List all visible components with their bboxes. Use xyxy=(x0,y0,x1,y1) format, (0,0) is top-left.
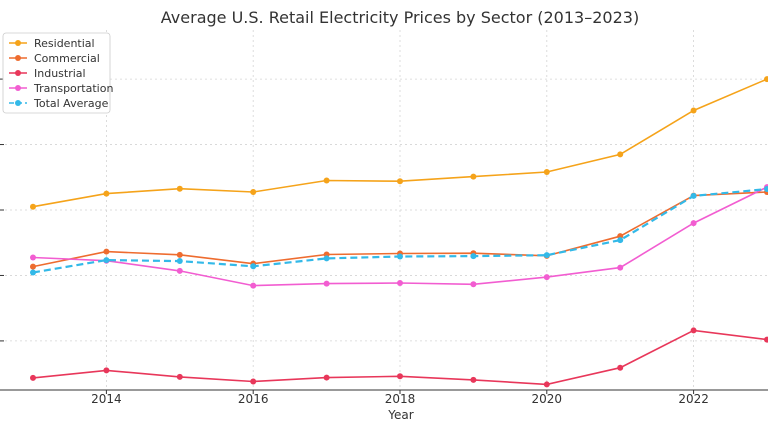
x-tick-label: 2018 xyxy=(385,392,416,406)
x-axis-ticks: 2014 2016 2018 2020 2022 xyxy=(91,390,709,406)
data-point xyxy=(103,257,110,264)
legend-entry-label: Total Average xyxy=(33,97,109,110)
data-point xyxy=(617,237,624,244)
data-point xyxy=(30,203,36,210)
data-point xyxy=(250,282,257,289)
data-point xyxy=(764,76,768,83)
data-point xyxy=(397,178,403,185)
series-transportation xyxy=(30,184,768,289)
series-industrial xyxy=(30,327,768,388)
legend: Residential Commercial Industrial Transport… xyxy=(2,32,113,114)
data-point xyxy=(323,374,330,381)
x-tick-label: 2022 xyxy=(678,392,709,406)
grid-lines xyxy=(0,30,768,390)
axes xyxy=(0,78,768,391)
legend-entry-label: Residential xyxy=(34,37,95,50)
data-point xyxy=(397,373,403,380)
data-point xyxy=(30,254,36,261)
data-point xyxy=(30,374,36,381)
data-point xyxy=(30,263,36,270)
data-point xyxy=(543,169,550,176)
plot-area xyxy=(0,30,768,391)
series-line xyxy=(32,78,768,208)
data-point xyxy=(176,251,183,258)
legend-swatch-marker xyxy=(15,85,21,91)
data-point xyxy=(690,220,697,227)
series-residential xyxy=(30,76,768,210)
data-point xyxy=(323,255,330,262)
data-point xyxy=(470,376,477,383)
data-point xyxy=(617,264,624,271)
x-tick-label: 2016 xyxy=(238,392,269,406)
data-point xyxy=(250,263,257,270)
data-point xyxy=(176,185,183,192)
data-point xyxy=(103,248,110,255)
data-point xyxy=(323,177,330,184)
series-total-average xyxy=(30,186,768,276)
data-point xyxy=(617,151,624,158)
data-point xyxy=(470,253,477,260)
chart-title: Average U.S. Retail Electricity Prices b… xyxy=(161,8,639,27)
legend-swatch-marker xyxy=(15,70,21,76)
data-point xyxy=(323,280,330,287)
legend-box xyxy=(2,32,111,114)
data-point xyxy=(30,269,36,276)
data-point xyxy=(103,190,110,197)
data-point xyxy=(690,192,697,199)
data-point xyxy=(690,327,697,334)
data-point xyxy=(176,373,183,380)
data-point xyxy=(470,281,477,288)
data-point xyxy=(690,107,697,114)
x-tick-label: 2014 xyxy=(91,392,122,406)
data-point xyxy=(176,258,183,265)
data-point xyxy=(250,189,257,195)
data-point xyxy=(617,364,624,371)
data-point xyxy=(397,279,403,286)
legend-swatch-marker xyxy=(15,100,21,106)
legend-swatch-marker xyxy=(15,40,21,46)
data-point xyxy=(176,267,183,274)
legend-entry-label: Commercial xyxy=(34,52,100,65)
data-point xyxy=(250,378,257,385)
x-tick-label: 2020 xyxy=(532,392,563,406)
data-point xyxy=(470,173,477,180)
series-layer xyxy=(30,76,768,388)
data-point xyxy=(103,367,110,374)
legend-swatch-marker xyxy=(15,55,21,61)
data-point xyxy=(764,186,768,193)
data-point xyxy=(543,252,550,259)
legend-entry-label: Industrial xyxy=(34,67,86,80)
data-point xyxy=(397,253,403,260)
legend-entry-label: Transportation xyxy=(33,82,113,95)
data-point xyxy=(764,336,768,343)
x-axis-label: Year xyxy=(387,408,413,422)
data-point xyxy=(543,381,550,388)
data-point xyxy=(543,274,550,281)
